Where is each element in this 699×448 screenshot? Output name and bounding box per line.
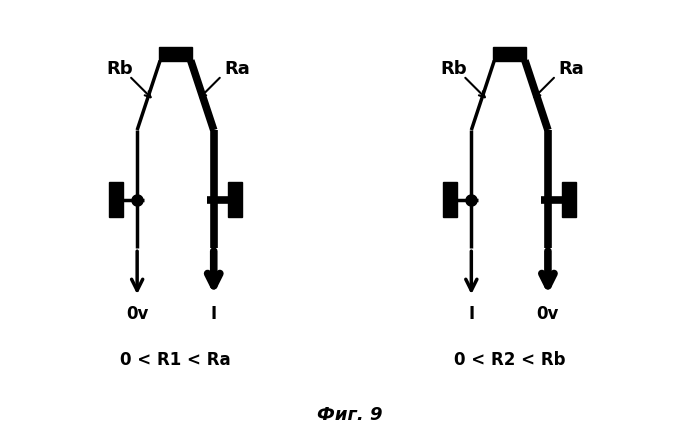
Bar <box>562 182 576 217</box>
Text: 0v: 0v <box>126 306 148 323</box>
Text: I: I <box>210 306 217 323</box>
Bar <box>159 47 192 60</box>
Text: Фиг. 9: Фиг. 9 <box>317 406 382 424</box>
Text: Rb: Rb <box>440 60 467 78</box>
Text: I: I <box>468 306 475 323</box>
Text: 0 < R2 < Rb: 0 < R2 < Rb <box>454 351 565 369</box>
Bar <box>109 182 123 217</box>
Text: 0 < R1 < Ra: 0 < R1 < Ra <box>120 351 231 369</box>
Bar <box>228 182 242 217</box>
Text: 0v: 0v <box>537 306 559 323</box>
Bar <box>443 182 457 217</box>
Text: Ra: Ra <box>224 60 250 78</box>
Text: Rb: Rb <box>106 60 133 78</box>
Text: Ra: Ra <box>559 60 584 78</box>
Bar <box>493 47 526 60</box>
